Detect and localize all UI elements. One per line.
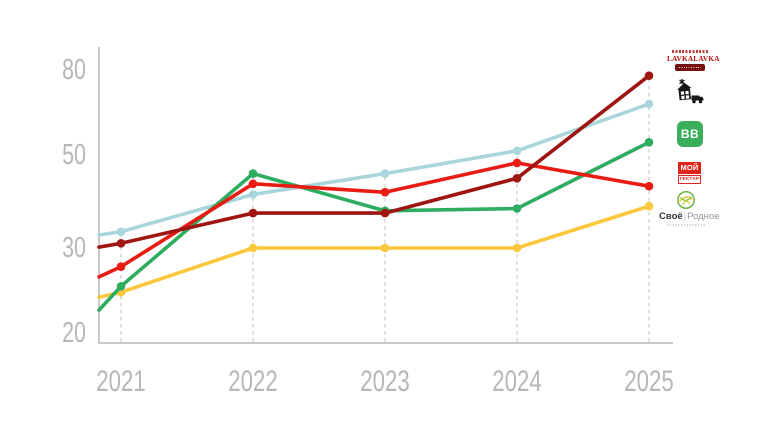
series-2-point-2025	[644, 138, 654, 147]
series-4-point-2024	[512, 243, 522, 253]
series-3-point-2023	[380, 187, 390, 197]
series-0-point-2021	[116, 239, 126, 248]
series-3-point-2021	[116, 262, 126, 272]
series-2-point-2022	[248, 169, 258, 178]
series-line-1	[97, 102, 651, 237]
y-tick-label-80: 80	[62, 54, 86, 86]
series-1-point-2022	[248, 190, 258, 199]
series-3-point-2024	[512, 158, 522, 168]
x-tick-label-2022: 2022	[228, 365, 278, 398]
series-3-point-2022	[248, 179, 258, 189]
y-tick-label-50: 50	[62, 139, 86, 171]
series-0-point-2024	[512, 174, 522, 183]
series-line-0	[97, 73, 651, 249]
series-1-point-2023	[380, 169, 390, 178]
series-4-point-2025	[644, 201, 654, 211]
series-2-point-2021	[116, 282, 126, 291]
series-1-point-2024	[512, 146, 522, 156]
x-tick-label-2023: 2023	[360, 365, 410, 398]
series-3-point-2025	[644, 181, 654, 191]
series-line-4	[97, 204, 651, 300]
series-4-point-2022	[248, 243, 258, 253]
series-4-point-2023	[380, 243, 390, 253]
series-0-point-2022	[248, 208, 258, 218]
y-tick-label-20: 20	[62, 317, 86, 349]
y-tick-label-30: 30	[62, 232, 86, 264]
series-line-2	[97, 140, 651, 312]
x-tick-label-2024: 2024	[492, 365, 542, 398]
series-0-point-2025	[644, 71, 654, 80]
series-1-point-2021	[116, 227, 126, 236]
x-tick-label-2025: 2025	[624, 365, 674, 398]
series-line-3	[97, 161, 651, 279]
series-0-point-2023	[380, 208, 390, 218]
series-2-point-2024	[512, 204, 522, 213]
x-tick-label-2021: 2021	[96, 365, 146, 398]
series-1-point-2025	[644, 99, 654, 109]
